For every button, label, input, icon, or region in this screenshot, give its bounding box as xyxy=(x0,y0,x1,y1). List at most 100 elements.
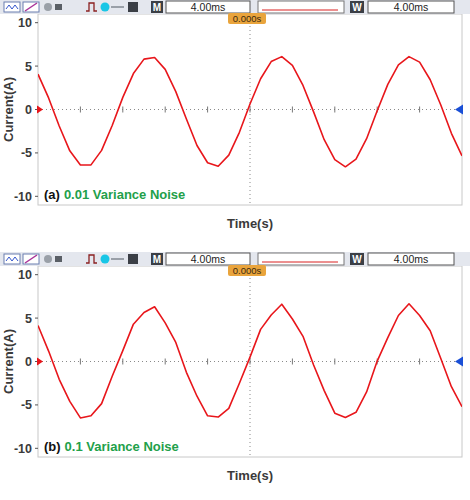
trigger-marker xyxy=(455,105,463,115)
panel-label: (b) xyxy=(44,439,61,454)
zoom-wave xyxy=(262,10,338,11)
ground-marker xyxy=(37,358,43,366)
y-tick-label: 10 xyxy=(18,268,32,282)
panel: -10-50510M4.00msW4.00ms0.000s(b)0.1 Vari… xyxy=(0,252,470,483)
x-axis-label: Time(s) xyxy=(227,216,273,231)
icon xyxy=(86,255,97,263)
x-tick xyxy=(292,359,293,365)
center-line xyxy=(250,14,251,205)
y-tick xyxy=(35,196,38,197)
trigger-time: 0.000s xyxy=(233,13,262,24)
toolbar xyxy=(0,252,470,266)
m-box xyxy=(151,253,163,265)
trigger-tab xyxy=(228,13,266,24)
waveform xyxy=(38,304,462,418)
ground-marker xyxy=(37,106,43,114)
w-box xyxy=(350,253,364,265)
m-label: M xyxy=(153,254,161,265)
icon xyxy=(44,255,52,263)
panel: -10 -5 0 5 10 M 4.00ms W 4.00ms 0.000s (a) 0.01 Var… xyxy=(0,0,470,231)
icon xyxy=(25,3,37,11)
w-box xyxy=(350,1,364,13)
w-label: W xyxy=(352,254,362,265)
icon xyxy=(6,5,18,9)
icon xyxy=(4,254,20,264)
y-tick-label: -5 xyxy=(21,398,32,412)
icon xyxy=(128,2,138,12)
m-box xyxy=(151,1,163,13)
y-tick-label: 5 xyxy=(25,60,32,74)
m-label: M xyxy=(153,2,161,13)
x-tick xyxy=(122,359,123,365)
plot-frame xyxy=(38,266,462,457)
icon xyxy=(128,254,138,264)
x-tick xyxy=(165,107,166,113)
icon xyxy=(44,3,52,11)
x-tick xyxy=(419,107,420,113)
w-value: 4.00ms xyxy=(394,1,428,13)
x-tick xyxy=(419,359,420,365)
trigger-time: 0.000s xyxy=(233,265,262,276)
panel-label: (a) xyxy=(44,187,60,202)
m-value-box xyxy=(166,253,250,265)
y-tick xyxy=(35,318,38,319)
icon xyxy=(111,258,124,260)
annotation-text: 0.01 Variance Noise xyxy=(64,187,185,202)
x-tick xyxy=(207,359,208,365)
y-tick xyxy=(35,66,38,67)
annotation-text: 0.1 Variance Noise xyxy=(65,439,179,454)
plot-frame xyxy=(38,14,462,205)
x-tick xyxy=(334,359,335,365)
y-tick-label: 10 xyxy=(18,16,32,30)
m-value-box xyxy=(166,1,250,13)
toolbar xyxy=(0,0,470,14)
icon xyxy=(23,2,39,12)
x-tick xyxy=(80,359,81,365)
zoom-wave xyxy=(262,262,338,263)
w-value-box xyxy=(368,253,454,265)
trigger-marker xyxy=(455,357,463,367)
x-tick xyxy=(292,107,293,113)
y-tick xyxy=(35,274,38,275)
icon xyxy=(111,6,124,8)
icon xyxy=(101,255,110,264)
center-line xyxy=(250,266,251,457)
x-axis-label: Time(s) xyxy=(227,468,273,483)
y-tick xyxy=(35,448,38,449)
w-value-box xyxy=(368,1,454,13)
icon xyxy=(55,4,62,10)
y-tick-label: -5 xyxy=(21,146,32,160)
annotation: (b) 0.1 Variance Noise xyxy=(44,439,179,454)
y-tick-label: 5 xyxy=(25,312,32,326)
zoom-box xyxy=(258,1,344,13)
m-value: 4.00ms xyxy=(191,253,225,265)
x-tick xyxy=(250,107,251,113)
x-tick xyxy=(165,359,166,365)
y-tick xyxy=(35,152,38,153)
w-value: 4.00ms xyxy=(394,253,428,265)
icon xyxy=(86,3,97,11)
data-group xyxy=(38,304,462,418)
figure: -10 -5 0 5 10 M 4.00ms W 4.00ms 0.000s (a) 0.01 Var… xyxy=(0,0,470,500)
y-axis-label: Current(A) xyxy=(1,77,16,142)
y-tick xyxy=(35,22,38,23)
data-group xyxy=(38,57,462,167)
y-tick-label: -10 xyxy=(14,190,32,204)
x-tick xyxy=(122,107,123,113)
y-tick-label: -10 xyxy=(14,442,32,456)
m-value: 4.00ms xyxy=(191,1,225,13)
y-tick xyxy=(35,404,38,405)
zoom-box xyxy=(258,253,344,265)
x-tick xyxy=(334,107,335,113)
x-tick xyxy=(207,107,208,113)
y-tick-label: 0 xyxy=(25,103,32,117)
icon xyxy=(4,2,20,12)
icon xyxy=(25,255,37,263)
w-label: W xyxy=(352,2,362,13)
waveform xyxy=(38,57,462,167)
trigger-tab xyxy=(228,265,266,276)
icon xyxy=(55,256,62,262)
y-axis-label: Current(A) xyxy=(1,329,16,394)
icon xyxy=(6,257,18,261)
annotation: (a) 0.01 Variance Noise xyxy=(44,187,185,202)
